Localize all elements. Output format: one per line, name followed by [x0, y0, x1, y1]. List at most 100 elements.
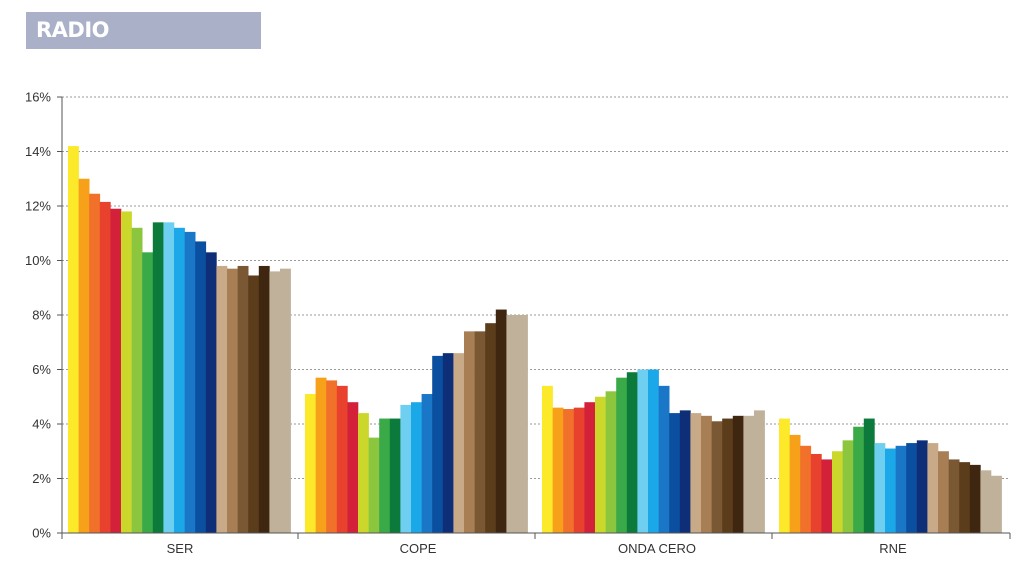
bar [885, 448, 896, 533]
bar [969, 464, 981, 533]
bar [347, 402, 359, 533]
bar [874, 443, 886, 533]
bar [542, 385, 553, 533]
y-tick-label: 4% [32, 417, 51, 432]
bar [779, 418, 790, 533]
bar [626, 372, 638, 533]
bar [152, 222, 164, 533]
category-label: ONDA CERO [618, 541, 696, 556]
bar [658, 385, 670, 533]
bar [701, 415, 712, 533]
bar [315, 377, 327, 533]
bars [68, 146, 1002, 534]
bar [863, 418, 875, 533]
category-label: SER [167, 541, 194, 556]
bar [89, 193, 101, 534]
y-tick-label: 10% [25, 253, 51, 268]
bar [184, 231, 196, 533]
bar [379, 418, 391, 533]
bar-group-onda-cero [542, 369, 765, 533]
bar [506, 315, 518, 533]
bar [421, 394, 433, 533]
bar [411, 402, 422, 533]
bar [679, 410, 691, 533]
bar [99, 201, 111, 533]
bar [573, 407, 585, 533]
y-tick-label: 12% [25, 199, 51, 214]
bar [280, 268, 291, 533]
gridlines [62, 96, 1010, 479]
bar [938, 451, 949, 533]
bar [68, 146, 79, 534]
bar [895, 445, 907, 533]
bar [142, 252, 154, 533]
bar [584, 402, 596, 533]
bar [305, 394, 316, 533]
bar [959, 462, 971, 533]
bar [832, 451, 843, 533]
bar [722, 418, 734, 533]
bar [174, 227, 185, 534]
y-tick-labels: 0% 2% 4% 6% 8% 10% 12% 14% 16% [25, 90, 51, 541]
bar [163, 222, 175, 533]
bar [269, 271, 281, 533]
bar [389, 418, 401, 533]
bar [432, 355, 444, 533]
chart-title: RADIO GENERALISTA [36, 18, 192, 79]
axes [57, 96, 1011, 539]
bar [948, 459, 960, 533]
bar [842, 440, 854, 533]
bar [336, 385, 348, 533]
bar [205, 252, 217, 533]
bar [927, 443, 939, 533]
bar-group-cope [305, 309, 528, 533]
bar [358, 413, 369, 533]
bar [485, 323, 497, 533]
bar [906, 443, 918, 533]
category-label: COPE [400, 541, 437, 556]
category-label: RNE [879, 541, 907, 556]
bar [991, 475, 1002, 533]
bar [258, 265, 270, 533]
y-tick-label: 6% [32, 362, 51, 377]
bar [800, 445, 812, 533]
bar [326, 380, 338, 533]
y-tick-label: 14% [25, 144, 51, 159]
bar [821, 459, 833, 533]
bar [637, 369, 649, 533]
bar [227, 268, 238, 533]
bar [464, 331, 475, 533]
bar [110, 208, 122, 533]
y-tick-label: 8% [32, 308, 51, 323]
bar [563, 409, 575, 533]
bar [853, 426, 865, 533]
bar-group-ser [68, 146, 291, 534]
bar [517, 315, 528, 533]
bar [916, 440, 928, 533]
bar [754, 410, 765, 533]
bar [690, 413, 702, 533]
bar [474, 331, 486, 533]
bar-group-rne [779, 418, 1002, 533]
bar [616, 377, 628, 533]
bar [595, 396, 606, 533]
bar [711, 421, 723, 533]
bar [605, 391, 617, 533]
bar [195, 241, 207, 534]
bar [810, 453, 822, 533]
category-labels: SER COPE ONDA CERO RNE [167, 541, 907, 556]
bar [400, 404, 412, 533]
bar [78, 178, 90, 533]
bar [980, 470, 992, 533]
bar [732, 415, 744, 533]
bar [131, 227, 143, 534]
bar [442, 353, 454, 533]
bar [669, 413, 681, 533]
bar [368, 437, 380, 533]
bar [789, 434, 801, 533]
chart-title-banner: RADIO GENERALISTA [26, 12, 261, 79]
bar [453, 353, 465, 533]
bar [743, 415, 755, 533]
bar [648, 369, 659, 533]
